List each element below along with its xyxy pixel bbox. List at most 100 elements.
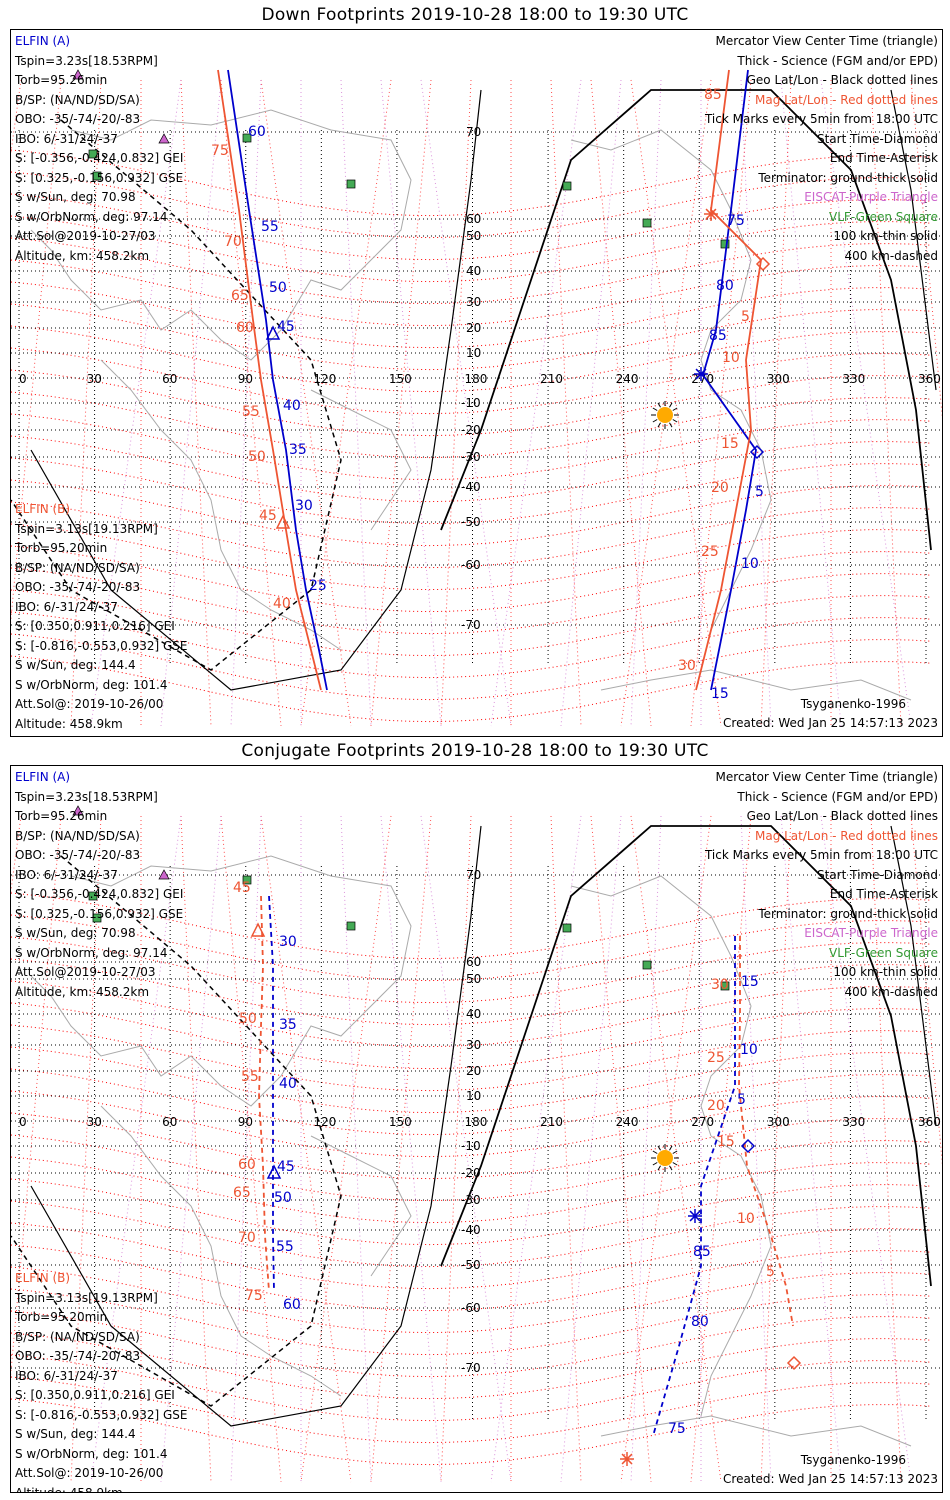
elfin-b-tick-label: 25: [701, 544, 719, 560]
elfin-a-center-triangle: [266, 1164, 282, 1179]
elfin-b-info-line: B/SP: (NA/ND/SD/SA): [15, 560, 140, 575]
elfin-b-tick-label: 45: [233, 880, 251, 896]
lat-tick-label: 10: [466, 346, 481, 360]
elfin-a-tick-label: 60: [248, 124, 266, 140]
sun-icon: [657, 407, 673, 423]
lat-tick-label: 60: [466, 212, 481, 226]
elfin-a-info-line: S: [-0.356,-0.424,0.832] GEI: [15, 887, 184, 901]
elfin-a-tick-label: 40: [279, 1076, 297, 1092]
elfin-b-info-line: ELFIN (B): [15, 1271, 71, 1285]
elfin-b-tick-label: 15: [717, 1134, 735, 1150]
elfin-b-track-west: [258, 895, 270, 1292]
elfin-b-tick-label: 70: [224, 234, 242, 250]
lat-tick-label: -30: [461, 450, 481, 464]
down-footprints-panel: 0 30 60 90 120 150 180 210 240 270 300 330 360 70 60 50…: [10, 29, 943, 737]
elfin-b-tick-label: 10: [737, 1211, 755, 1227]
lat-tick-label: 30: [466, 1038, 481, 1052]
elfin-b-tick-label: 65: [233, 1185, 251, 1201]
lat-tick-label: -60: [461, 1301, 481, 1315]
elfin-a-tick-label: 55: [261, 219, 279, 235]
elfin-a-end-asterisk: [688, 1209, 702, 1223]
elfin-a-tick-label: 35: [289, 442, 307, 458]
lat-tick-label: 50: [466, 229, 481, 243]
axis-labels: 0 30 60 90 120 150 180 210 240 270 300 330 360706050…: [19, 125, 941, 632]
elfin-a-tick-label: 75: [668, 1421, 686, 1437]
lon-tick-label: 60: [162, 1115, 177, 1129]
elfin-b-info-line: S: [-0.816,-0.553,0.932] GSE: [15, 638, 188, 653]
legend-line: Start Time-Diamond: [816, 867, 938, 882]
elfin-a-end-asterisk: [694, 367, 708, 381]
lon-tick-label: 0: [19, 372, 27, 386]
elfin-a-info-line: Tspin=3.23s[18.53RPM]: [15, 789, 158, 804]
conjugate-footprints-panel: 0 30 60 90 120 150 180 210 240 270 300 330 360 70 60 50…: [10, 765, 943, 1493]
lon-tick-label: 330: [842, 1115, 865, 1129]
lon-tick-label: 360: [918, 1115, 941, 1129]
lat-tick-label: -40: [461, 480, 481, 494]
elfin-b-info-line: OBO: -35/-74/-20/-83: [15, 1349, 141, 1363]
elfin-a-tick-label: 15: [741, 974, 759, 990]
elfin-b-tick-label: 55: [241, 1069, 259, 1085]
elfin-b-end-asterisk: [620, 1452, 634, 1466]
legend-line: End Time-Asterisk: [829, 887, 938, 901]
vlf-stations: [72, 805, 730, 991]
vlf-stations: [72, 69, 730, 249]
lon-tick-label: 180: [465, 372, 488, 386]
axis-labels: 0 30 60 90 120 150 180 210 240 270 300 330 360706050…: [19, 868, 941, 1375]
lat-tick-label: -40: [461, 1223, 481, 1237]
lat-tick-label: 50: [466, 972, 481, 986]
lat-tick-label: -70: [461, 1361, 481, 1375]
lon-tick-label: 210: [540, 372, 563, 386]
elfin-b-center-triangle: [250, 922, 266, 937]
elfin-a-info-line: ELFIN (A): [15, 770, 71, 784]
vlf-green-square: [242, 133, 252, 143]
legend-line: Mercator View Center Time (triangle): [715, 34, 938, 48]
elfin-a-info-line: S w/OrbNorm, deg: 97.14: [15, 945, 168, 960]
elfin-b-track-east: [695, 69, 762, 691]
elfin-a-tick-label: 30: [295, 498, 313, 514]
footprint-tracks: [217, 69, 771, 691]
elfin-a-info-line: Torb=95.26min: [15, 809, 108, 823]
elfin-a-tick-label: 35: [279, 1017, 297, 1033]
legend-line: Terminator: ground-thick solid: [758, 170, 938, 185]
elfin-a-tick-label: 5: [755, 484, 764, 500]
lon-tick-label: 270: [691, 1115, 714, 1129]
sun-icon: [657, 1150, 673, 1166]
elfin-b-info-line: S w/OrbNorm, deg: 101.4: [15, 1446, 168, 1461]
lon-tick-label: 330: [842, 372, 865, 386]
legend-line: Thick - Science (FGM and/or EPD): [737, 789, 938, 804]
down-footprints-map: 0 30 60 90 120 150 180 210 240 270 300 330 360706050…: [11, 69, 942, 727]
tick-labels: 30 35 40 45 50 55 60 15 10 5 85 80 75 45 50 55 60 65 70 75 3…: [233, 880, 775, 1437]
lat-tick-label: 60: [466, 955, 481, 969]
elfin-a-info-line: S w/Sun, deg: 70.98: [15, 926, 136, 940]
elfin-a-info-line: S w/Sun, deg: 70.98: [15, 190, 136, 204]
vlf-green-square: [562, 181, 572, 191]
vlf-green-square: [562, 923, 572, 933]
lon-tick-label: 90: [238, 1115, 253, 1129]
conjugate-footprints-map: 0 30 60 90 120 150 180 210 240 270 300 330 360 70 60 50…: [11, 805, 942, 1483]
lat-tick-label: 70: [466, 125, 481, 139]
vlf-green-square: [242, 875, 252, 885]
elfin-a-info-line: IBO: 6/-31/24/-37: [15, 867, 118, 882]
lat-tick-label: 20: [466, 1064, 481, 1078]
legend-line: 400 km-dashed: [844, 984, 938, 999]
elfin-a-info-line: Altitude, km: 458.2km: [15, 248, 150, 263]
coastlines: [30, 855, 912, 1447]
lat-tick-label: -60: [461, 558, 481, 572]
lon-tick-label: 210: [540, 1115, 563, 1129]
lon-tick-label: 360: [918, 372, 941, 386]
lat-tick-label: 30: [466, 295, 481, 309]
eiscat-triangle: [158, 869, 170, 880]
elfin-a-info-line: S: [-0.356,-0.424,0.832] GEI: [15, 151, 184, 165]
lat-tick-label: -30: [461, 1193, 481, 1207]
elfin-b-tick-label: 50: [239, 1011, 257, 1027]
elfin-a-track-east: [652, 936, 736, 1437]
elfin-a-info-line: IBO: 6/-31/24/-37: [15, 131, 118, 146]
legend-line: End Time-Asterisk: [829, 151, 938, 165]
elfin-a-center-triangle: [265, 325, 281, 340]
elfin-a-info-line: Att.Sol@2019-10-27/03: [15, 229, 156, 243]
elfin-a-track-west: [268, 895, 275, 1292]
legend-line: Mercator View Center Time (triangle): [715, 770, 938, 784]
elfin-b-info-line: Tspin=3.13s[19.13RPM]: [15, 521, 158, 536]
legend-line: Tick Marks every 5min from 18:00 UTC: [704, 112, 938, 126]
elfin-a-info-line: OBO: -35/-74/-20/-83: [15, 112, 141, 126]
